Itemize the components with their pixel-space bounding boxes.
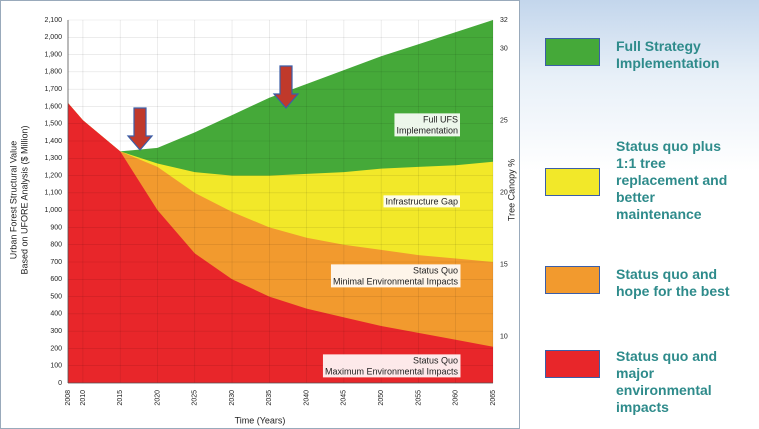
y-tick-label: 1,500 [44,121,62,128]
x-tick-label: 2050 [378,390,385,406]
y-axis-title: Urban Forest Structural Value [8,141,18,259]
chart: 0 100 200 300 400 500 600 700 800 900 1,000 1,100 1,… [0,0,520,429]
y2-tick-label: 20 [500,190,508,197]
x-tick-label: 2010 [80,390,87,406]
y-tick-label: 500 [50,293,62,300]
y-tick-label: 600 [50,276,62,283]
y-tick-label: 200 [50,345,62,352]
x-tick-label: 2060 [453,390,460,406]
y-tick-label: 300 [50,328,62,335]
x-tick-label: 2040 [303,390,310,406]
y2-axis-title: Tree Canopy % [506,159,516,221]
y2-tick-label: 30 [500,46,508,53]
y2-tick-label: 15 [500,262,508,269]
annotation-text: Full UFS [423,114,458,124]
x-tick-label: 2035 [266,390,273,406]
y-tick-label: 1,000 [44,207,62,214]
y-tick-label: 900 [50,224,62,231]
legend: Full Strategy Implementation Status quo p… [520,0,759,429]
y-tick-label: 2,000 [44,34,62,41]
x-tick-label: 2008 [65,390,72,406]
legend-swatch [545,168,600,196]
annotation: Infrastructure Gap [383,195,460,208]
annotation-text: Implementation [396,125,458,135]
y-tick-label: 1,700 [44,86,62,93]
y-tick-label: 100 [50,363,62,370]
annotation-text: Status Quo [413,265,458,275]
legend-swatch [545,38,600,66]
legend-swatch [545,350,600,378]
legend-label: Status quo and hope for the best [616,266,730,299]
x-axis-title: Time (Years) [235,415,286,425]
y-tick-label: 700 [50,259,62,266]
x-tick-label: 2055 [415,390,422,406]
y-tick-label: 1,900 [44,51,62,58]
y-tick-label: 800 [50,242,62,249]
annotation-box [383,195,460,208]
y-axis-title: Based on UFORE Analysis ($ Million) [19,125,29,274]
y-tick-label: 1,300 [44,155,62,162]
y2-tick-label: 32 [500,17,508,24]
x-tick-label: 2030 [229,390,236,406]
annotation-text: Minimal Environmental Impacts [333,276,459,286]
y2-tick-label: 25 [500,118,508,125]
y-tick-label: 1,100 [44,190,62,197]
y-tick-label: 2,100 [44,17,62,24]
annotation-text: Status Quo [413,355,458,365]
legend-label: Status quo plus 1:1 tree replacement and… [616,138,728,222]
x-tick-label: 2045 [341,390,348,406]
x-tick-label: 2025 [192,390,199,406]
area [68,102,493,383]
arrow [272,65,300,109]
y-tick-label: 1,400 [44,138,62,145]
y-tick-label: 1,600 [44,103,62,110]
legend-swatch [545,266,600,294]
annotation-text: Maximum Environmental Impacts [325,366,459,376]
y-tick-label: 0 [58,380,62,387]
x-tick-label: 2015 [117,390,124,406]
y2-tick-label: 10 [500,334,508,341]
x-tick-label: 2065 [490,390,497,406]
legend-label: Status quo and major environmental impac… [616,348,718,415]
y-tick-label: 1,200 [44,172,62,179]
annotation-box [322,354,461,378]
y-tick-label: 1,800 [44,69,62,76]
y-tick-label: 400 [50,311,62,318]
annotation-box [330,264,461,288]
annotation-text: Infrastructure Gap [385,196,458,206]
x-tick-label: 2020 [154,390,161,406]
annotation-box [394,113,460,137]
arrow [126,107,154,151]
legend-label: Full Strategy Implementation [616,38,720,71]
